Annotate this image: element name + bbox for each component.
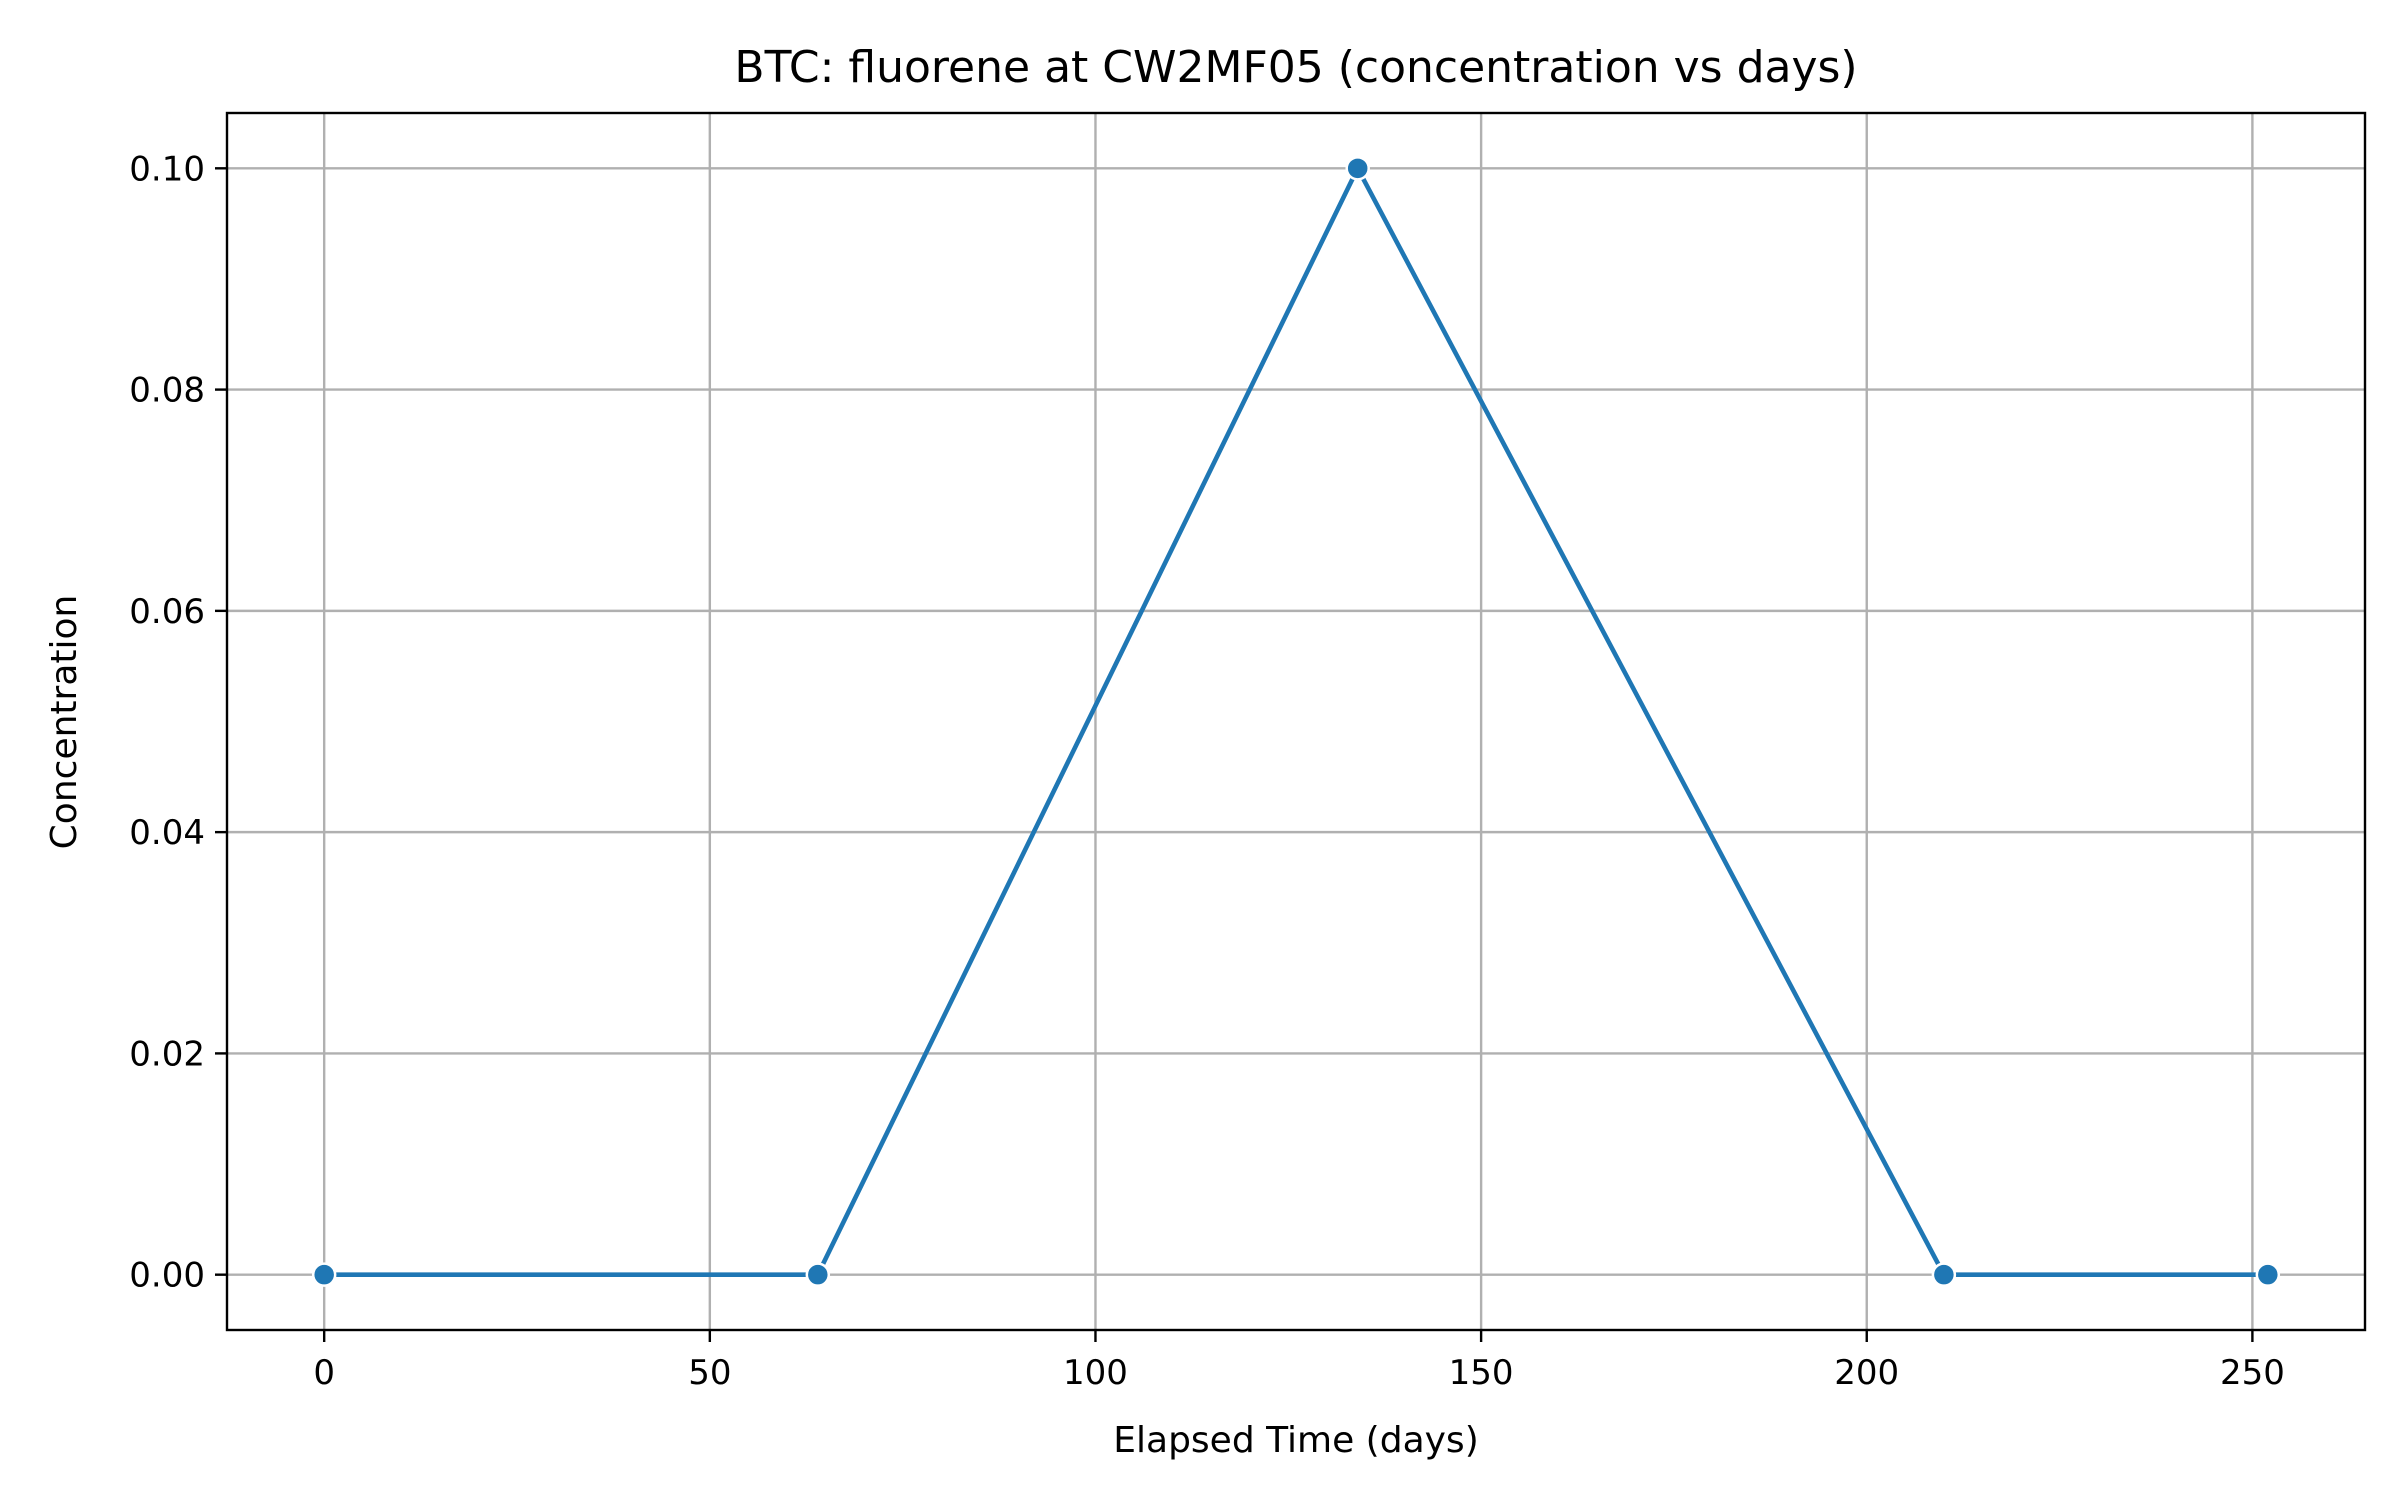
x-tick-label: 50 bbox=[688, 1353, 731, 1393]
x-tick-label: 100 bbox=[1063, 1353, 1128, 1393]
x-axis: 0 50 100 150 200 250 bbox=[313, 1330, 2285, 1393]
x-tick-label: 150 bbox=[1449, 1353, 1514, 1393]
x-tick-label: 250 bbox=[2220, 1353, 2285, 1393]
y-tick-label: 0.10 bbox=[129, 149, 205, 189]
series-line bbox=[321, 166, 2271, 1277]
x-tick-label: 0 bbox=[313, 1353, 335, 1393]
y-tick-label: 0.06 bbox=[129, 592, 205, 632]
series bbox=[311, 156, 2281, 1287]
data-point bbox=[805, 1262, 831, 1287]
y-axis-label: Concentration bbox=[44, 595, 85, 850]
data-point bbox=[2255, 1262, 2281, 1287]
x-tick-label: 200 bbox=[1834, 1353, 1899, 1393]
y-tick-label: 0.00 bbox=[129, 1256, 205, 1296]
y-axis: 0.00 0.02 0.04 0.06 0.08 0.10 bbox=[129, 149, 227, 1296]
chart-title: BTC: fluorene at CW2MF05 (concentration … bbox=[734, 42, 1857, 93]
data-point bbox=[1345, 156, 1370, 181]
plot-frame bbox=[225, 111, 2367, 1332]
y-tick-label: 0.04 bbox=[129, 813, 205, 853]
x-axis-label: Elapsed Time (days) bbox=[1113, 1420, 1478, 1461]
data-point bbox=[1931, 1262, 1957, 1287]
y-tick-label: 0.08 bbox=[129, 371, 205, 411]
y-tick-label: 0.02 bbox=[129, 1034, 205, 1074]
data-point bbox=[311, 1262, 337, 1287]
